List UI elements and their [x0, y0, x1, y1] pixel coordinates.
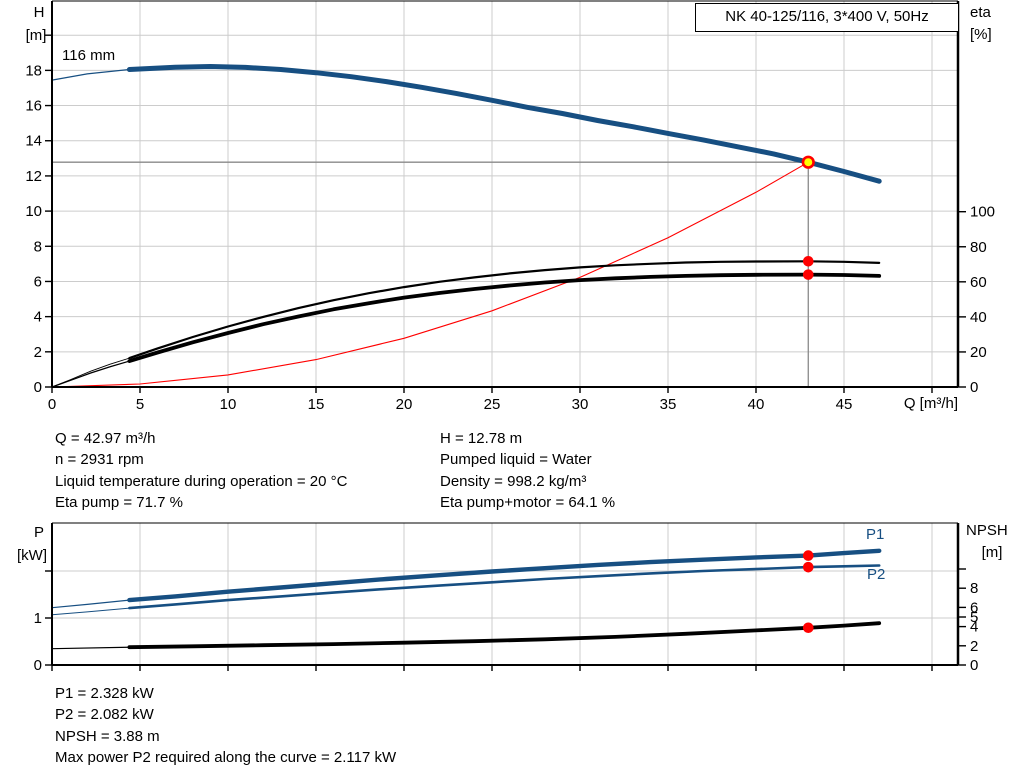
p-axis-symbol: P: [33, 524, 44, 541]
y-tick-label-left: 0: [34, 379, 42, 396]
x-tick-label: 20: [396, 396, 413, 413]
info-line: Pumped liquid = Water: [440, 451, 592, 469]
q-axis-label: Q [m³/h]: [903, 395, 958, 412]
curve-qh-thin: [51, 68, 130, 81]
info-line: P2 = 2.082 kW: [55, 706, 154, 724]
info-line: NPSH = 3.88 m: [55, 727, 160, 745]
curve-npsh-thin: [51, 646, 130, 650]
y-tick-label-left: 0: [34, 657, 42, 674]
npsh-axis-unit: [m]: [981, 544, 1003, 561]
p-axis-unit: [kW]: [17, 547, 47, 564]
y-tick-label-left: 12: [25, 168, 42, 185]
curve-system: [51, 161, 809, 388]
x-tick-label: 0: [48, 396, 56, 413]
y-tick-label-right: 0: [970, 379, 978, 396]
duty-dot-marker: [802, 561, 814, 573]
duty-dot-marker: [802, 622, 814, 634]
y-tick-label-right: 100: [970, 204, 995, 221]
info-line: Liquid temperature during operation = 20…: [55, 472, 348, 490]
curve-p2-thin: [51, 607, 130, 616]
curve-npsh: [127, 621, 882, 650]
y-tick-label-right: 4: [970, 619, 978, 636]
x-tick-label: 25: [484, 396, 501, 413]
curve-qh: [126, 64, 882, 184]
info-line: Density = 998.2 kg/m³: [440, 472, 587, 490]
y-tick-label-left: 2: [34, 344, 42, 361]
info-block-duty-left: Q = 42.97 m³/h n = 2931 rpm Liquid tempera…: [55, 428, 347, 514]
y-tick-label-right: 8: [970, 580, 978, 597]
x-tick-label: 15: [308, 396, 325, 413]
info-line: P1 = 2.328 kW: [55, 685, 154, 702]
y-tick-label-left: 4: [34, 309, 42, 326]
info-line: Eta pump+motor = 64.1 %: [440, 494, 616, 512]
info-block-power: P1 = 2.328 kW P2 = 2.082 kW NPSH = 3.88 m M…: [55, 683, 396, 769]
y-tick-label-left: 1: [34, 610, 42, 627]
h-axis-unit: [m]: [25, 27, 47, 44]
duty-point-marker: [801, 155, 815, 169]
x-tick-label: 35: [660, 396, 677, 413]
x-tick-label: 45: [836, 396, 853, 413]
y-tick-label-right: 20: [970, 344, 987, 361]
y-tick-label-right: 0: [970, 657, 978, 674]
y-tick-label-left: 6: [34, 273, 42, 290]
y-tick-label-right: 60: [970, 274, 987, 291]
pump-title-box: NK 40-125/116, 3*400 V, 50Hz: [695, 3, 959, 32]
x-tick-label: 30: [572, 396, 589, 413]
y-tick-label-left: 10: [25, 203, 42, 220]
y-tick-label-left: 14: [25, 133, 42, 150]
curve-p2: [128, 564, 881, 610]
h-axis-symbol: H: [33, 4, 45, 21]
curve-p1-thin: [51, 599, 130, 609]
curve-eta_total-thin: [51, 360, 130, 388]
eta-axis-symbol: eta: [970, 4, 991, 21]
info-line: H = 12.78 m: [440, 430, 523, 447]
duty-dot-marker: [802, 550, 814, 561]
npsh-axis-symbol: NPSH: [966, 522, 1008, 539]
duty-dot-marker: [802, 256, 814, 267]
curve-eta_pump: [128, 260, 881, 360]
p2-curve-label: P2: [867, 566, 886, 583]
curve-eta_pump-thin: [51, 357, 130, 388]
y-tick-label-right: 80: [970, 239, 987, 256]
info-line: Q = 42.97 m³/h: [55, 430, 156, 447]
x-tick-label: 10: [220, 396, 237, 413]
y-tick-label-left: 18: [25, 62, 42, 79]
curve-p1: [127, 548, 882, 603]
p1-curve-label: P1: [866, 526, 885, 543]
info-line: n = 2931 rpm: [55, 451, 144, 469]
y-tick-label-right: 2: [970, 638, 978, 655]
eta-axis-unit: [%]: [970, 26, 992, 43]
y-tick-label-left: 16: [25, 98, 42, 115]
info-line: Eta pump = 71.7 %: [55, 494, 183, 512]
x-tick-label: 5: [136, 396, 144, 413]
y-tick-label-right: 40: [970, 309, 987, 326]
duty-dot-marker: [802, 269, 814, 280]
curve-eta_total: [127, 272, 882, 363]
info-block-duty-right: H = 12.78 m Pumped liquid = Water Density …: [440, 428, 615, 514]
info-line: Max power P2 required along the curve = …: [55, 749, 397, 767]
y-tick-label-right: 5: [970, 609, 978, 626]
impeller-diameter-label: 116 mm: [62, 47, 116, 64]
x-tick-label: 40: [748, 396, 765, 413]
y-tick-label-right: 6: [970, 599, 978, 616]
y-tick-label-left: 8: [34, 238, 42, 255]
